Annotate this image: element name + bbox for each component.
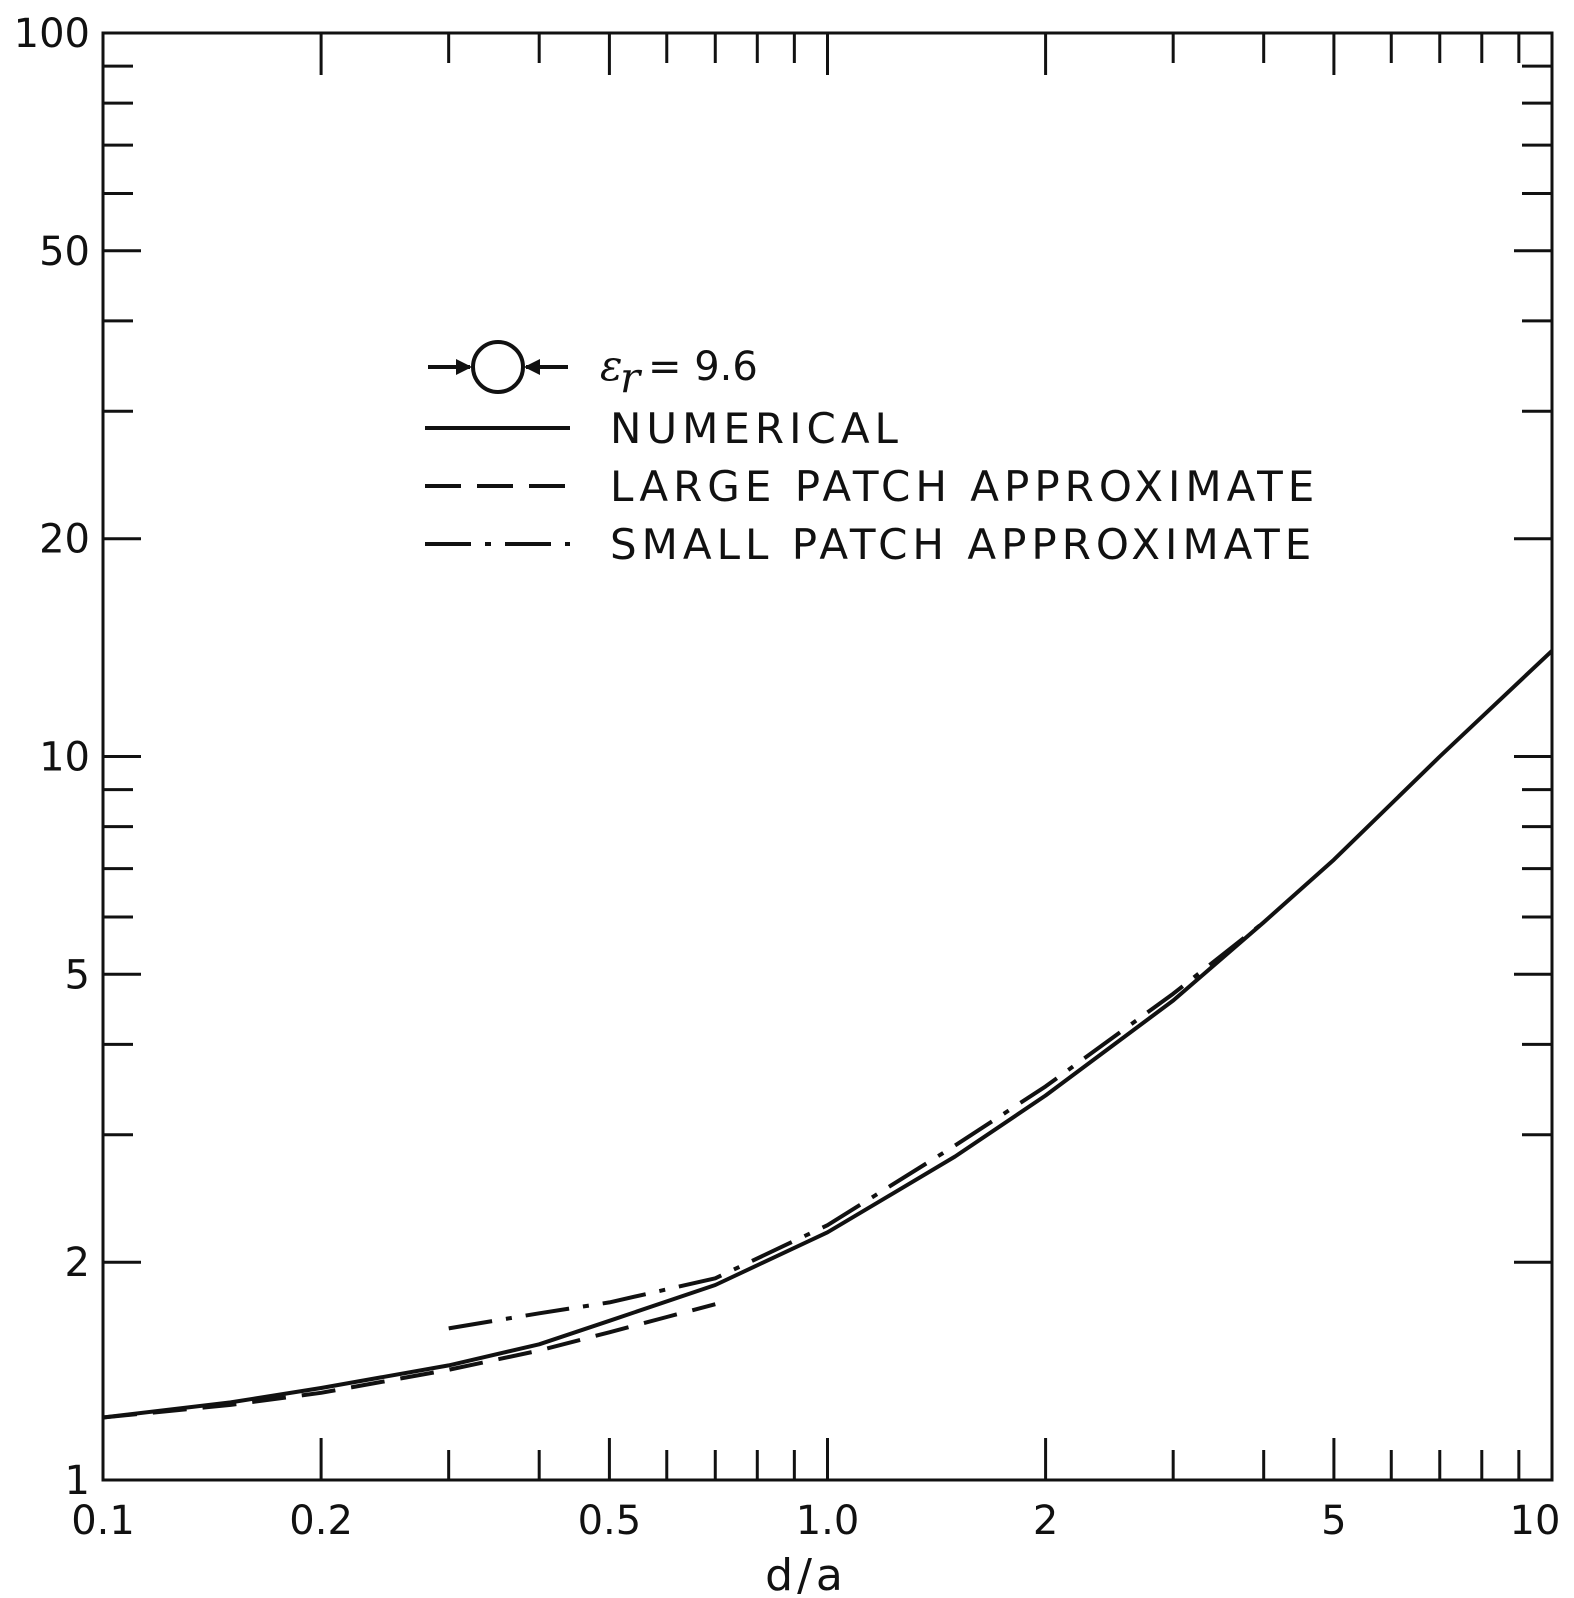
legend-label-2: LARGE PATCH APPROXIMATE <box>610 462 1319 511</box>
x-tick-label: 10 <box>1510 1498 1561 1544</box>
axis-tick-labels: 0.1 0.2 0.5 1.0 2 5 10 1 2 5 10 20 50 100 <box>14 11 1561 1544</box>
y-tick-label: 50 <box>39 229 90 275</box>
axis-ticks <box>103 33 1552 1480</box>
x-tick-label: 5 <box>1321 1498 1346 1544</box>
series-line-2 <box>102 1302 716 1420</box>
x-tick-label: 0.5 <box>578 1498 642 1544</box>
legend-permittivity-value: = 9.6 <box>648 344 758 390</box>
y-tick-label: 2 <box>65 1240 90 1286</box>
legend: εr = 9.6 NUMERICAL LARGE PATCH APPROXIMATE S… <box>425 340 1319 569</box>
x-tick-label: 0.1 <box>71 1498 135 1544</box>
series-line-1 <box>102 649 1554 1420</box>
legend-epsilon-subscript: r <box>620 353 643 402</box>
y-tick-label: 20 <box>39 517 90 563</box>
y-tick-label: 10 <box>39 735 90 781</box>
series-line-3 <box>448 920 1265 1331</box>
x-tick-label: 0.2 <box>289 1498 353 1544</box>
legend-label-3: SMALL PATCH APPROXIMATE <box>610 520 1316 569</box>
data-series <box>102 649 1554 1420</box>
legend-label-1: NUMERICAL <box>610 404 903 453</box>
y-tick-label: 1 <box>65 1458 90 1504</box>
y-tick-label: 100 <box>14 11 90 57</box>
x-tick-label: 1.0 <box>796 1498 860 1544</box>
legend-arrowhead-left <box>456 359 472 375</box>
plot-frame <box>101 31 1554 1482</box>
legend-circle-patch-icon <box>471 340 525 394</box>
x-tick-label: 2 <box>1033 1498 1058 1544</box>
plot-border <box>101 31 1554 1482</box>
legend-arrowhead-right <box>524 359 540 375</box>
x-axis-title: d/a <box>765 1550 847 1598</box>
legend-epsilon: ε <box>600 341 623 390</box>
y-tick-label: 5 <box>65 952 90 998</box>
